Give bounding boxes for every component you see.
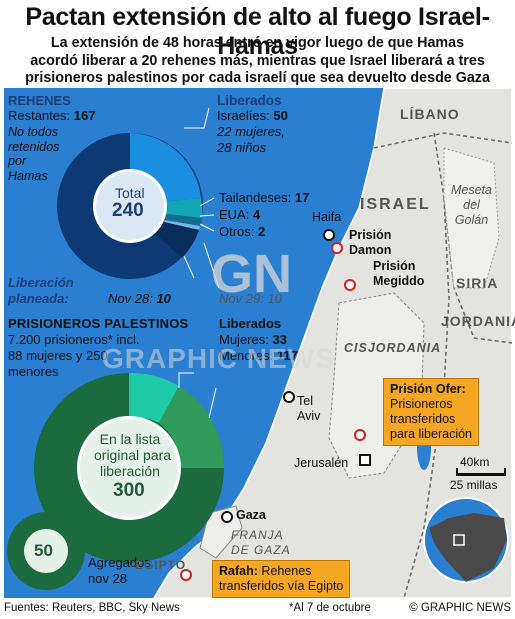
added-label: nov 28 — [88, 571, 128, 586]
thai-segment — [164, 198, 203, 218]
added-label: Agregados — [88, 555, 151, 570]
usa-segment — [165, 214, 202, 226]
tel-aviv-marker — [283, 391, 295, 403]
prisoners-heading: PRISIONEROS PALESTINOS — [8, 316, 189, 331]
planned-label: planeada: — [8, 291, 69, 306]
thai-row: Tailandeses: 17 — [219, 190, 310, 205]
tel-aviv-label: Tel Aviv — [297, 394, 321, 423]
planned-label: Liberación — [8, 275, 74, 290]
israelis-segment — [130, 133, 201, 202]
footer: Fuentes: Reuters, BBC, Sky News *Al 7 de… — [4, 602, 511, 618]
lebanon-border — [373, 132, 513, 149]
rafah-callout: Rafah: Rehenes transferidos vía Egipto — [212, 560, 351, 598]
subtitle-line: prisioneros palestinos por cada israelí … — [25, 70, 490, 86]
prisoners-released-heading: Liberados — [219, 316, 282, 331]
west-bank-label: CISJORDANIA — [344, 341, 442, 355]
prisoners-donut — [7, 372, 225, 590]
released-segment — [129, 372, 179, 423]
others-segment — [164, 220, 200, 230]
scale-km: 40km — [460, 455, 490, 469]
watermark-text: GRAPHIC NEWS — [102, 343, 335, 374]
planned-segment — [154, 222, 199, 258]
subtitle-line: La extensión de 48 horas entró en vigor … — [50, 35, 465, 51]
women-row: Mujeres: 33 — [219, 332, 287, 347]
prisoners-detail: menores — [8, 364, 59, 379]
subtitle: La extensión de 48 horas entró en vigor … — [4, 35, 511, 88]
nov28-row: Nov 28: 10 — [108, 291, 171, 306]
hostages-note: No todos retenidos por Hamas — [8, 125, 60, 183]
gaza-strip-label: FRANJA — [231, 528, 284, 542]
hostages-heading: REHENES — [8, 93, 71, 108]
israelis-detail: 28 niños — [217, 140, 267, 155]
haifa-label: Haifa — [312, 210, 342, 224]
egypt-label: EGIPTO — [135, 558, 187, 572]
watermark-logo: GN — [211, 244, 292, 304]
israelis-row: Israelíes: 50 — [217, 108, 288, 123]
israelis-detail: 22 mujeres, — [217, 124, 285, 139]
jerusalem-marker — [359, 454, 371, 466]
gaza-label: Gaza — [236, 508, 266, 522]
damon-label: Prisión Damon — [349, 228, 392, 257]
haifa-marker — [323, 229, 335, 241]
list-label: En la lista original para liberación — [94, 431, 172, 479]
jerusalem-label: Jerusalén — [294, 456, 349, 470]
footnote: *Al 7 de octubre — [289, 602, 371, 614]
syria-label: SIRIA — [456, 275, 499, 291]
scale-bar — [456, 473, 506, 476]
gaza-strip-label: DE GAZA — [231, 543, 291, 557]
gaza-marker — [221, 511, 233, 523]
ofer-callout: Prisión Ofer: Prisioneros transferidos p… — [383, 378, 479, 446]
israel-label: ISRAEL — [360, 196, 431, 213]
golan-label: Meseta del Golán — [451, 183, 492, 227]
megiddo-label: Prisión Megiddo — [373, 259, 425, 288]
others-row: Otros: 2 — [219, 224, 266, 239]
jordan-label: JORDANIA — [441, 313, 515, 329]
total-label: Total — [115, 185, 145, 201]
prisoners-detail: 7.200 prisioneros* incl. — [8, 332, 140, 347]
scale-mi: 25 millas — [450, 478, 498, 492]
megiddo-marker — [344, 279, 356, 291]
locator-inset — [423, 497, 509, 583]
sources: Fuentes: Reuters, BBC, Sky News — [4, 602, 180, 614]
prisoners-detail: 88 mujeres y 250 — [8, 348, 108, 363]
usa-row: EUA: 4 — [219, 207, 261, 222]
nov29-row: Nov 29: 10 — [219, 291, 282, 306]
page-title: Pactan extensión de alto al fuego Israel… — [25, 3, 490, 60]
added-value: 50 — [34, 541, 53, 560]
credit: © GRAPHIC NEWS — [409, 602, 511, 614]
lebanon-label: LÍBANO — [400, 106, 460, 122]
subtitle-line: acordó liberar a 20 rehenes más, mientra… — [30, 52, 485, 69]
golan-area — [443, 147, 500, 289]
ofer-marker — [354, 429, 366, 441]
minors-row: Menores: 117 — [219, 348, 298, 363]
total-value: 240 — [112, 200, 144, 221]
list-value: 300 — [113, 480, 145, 501]
released-heading: Liberados — [217, 93, 282, 108]
hostages-donut — [57, 133, 203, 279]
rafah-marker — [180, 569, 192, 581]
damon-marker — [331, 242, 343, 254]
remaining-row: Restantes: 167 — [8, 108, 96, 123]
map-panel: REHENES Restantes: 167 No todos retenido… — [4, 87, 515, 599]
